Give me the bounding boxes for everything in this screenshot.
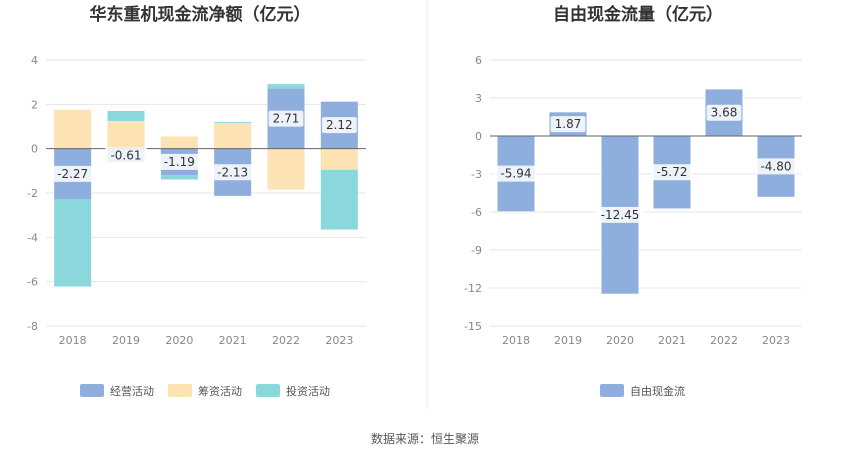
bar-financing (54, 109, 92, 149)
x-tick-label: 2023 (762, 334, 790, 347)
data-label: 3.68 (711, 106, 738, 120)
y-tick-label: 0 (31, 143, 38, 156)
data-label-bg (268, 110, 304, 127)
legend-swatch-investing (256, 384, 280, 397)
data-label: -5.94 (500, 167, 531, 181)
y-tick-label: -2 (27, 187, 38, 200)
y-tick-label: -12 (464, 282, 482, 295)
bar-investing (320, 169, 358, 230)
data-label: -2.27 (57, 167, 88, 181)
legend-label: 自由现金流 (630, 384, 685, 398)
bar-financing (160, 136, 198, 149)
y-tick-label: -8 (27, 320, 38, 333)
source-text: 数据来源：恒生聚源 (371, 431, 479, 446)
x-tick-label: 2021 (658, 334, 686, 347)
x-tick-label: 2023 (325, 334, 353, 347)
legend-swatch-financing (168, 384, 192, 397)
data-label: -2.13 (217, 165, 248, 179)
y-tick-label: -6 (27, 276, 38, 289)
chart-title: 自由现金流量（亿元） (553, 4, 723, 25)
y-tick-label: 0 (475, 130, 482, 143)
x-tick-label: 2021 (219, 334, 247, 347)
x-tick-label: 2020 (165, 334, 193, 347)
data-label-bg (651, 164, 693, 181)
data-label: -1.19 (164, 155, 195, 169)
data-label: -0.61 (110, 148, 141, 162)
y-tick-label: -9 (471, 244, 482, 257)
data-label: 2.12 (326, 118, 353, 132)
bar-financing (320, 148, 358, 170)
data-label-bg (211, 164, 254, 181)
legend-label: 筹资活动 (198, 384, 242, 398)
data-label: 2.71 (273, 112, 300, 126)
y-tick-label: -15 (464, 320, 482, 333)
y-tick-label: 6 (475, 54, 482, 67)
x-tick-label: 2022 (710, 334, 738, 347)
data-label: -5.72 (656, 165, 687, 179)
legend-label: 经营活动 (110, 384, 154, 398)
data-label-bg (755, 158, 797, 175)
legend-swatch-operating (80, 384, 104, 397)
y-tick-label: -6 (471, 206, 482, 219)
data-label-bg (550, 116, 586, 133)
chart-2: 自由现金流量（亿元） 6 3 0 -3 -6 -9 -12 -15 2018 2019 2020 202… (464, 4, 802, 398)
bar-investing (54, 198, 92, 287)
y-tick-label: -3 (471, 168, 482, 181)
x-tick-label: 2019 (112, 334, 140, 347)
data-label-bg (595, 206, 645, 223)
data-label-bg (51, 165, 94, 182)
bar-investing (267, 84, 305, 89)
x-tick-label: 2022 (272, 334, 300, 347)
x-tick-label: 2018 (59, 334, 87, 347)
chart-title: 华东重机现金流净额（亿元） (90, 4, 311, 25)
y-tick-label: 3 (475, 92, 482, 105)
data-label-bg (158, 153, 201, 170)
x-tick-label: 2019 (554, 334, 582, 347)
bar-financing (107, 120, 145, 149)
y-tick-label: 2 (31, 98, 38, 111)
legend-label: 投资活动 (286, 384, 330, 398)
y-tick-label: -4 (27, 231, 38, 244)
data-label: -12.45 (601, 208, 640, 222)
data-label-bg (321, 117, 357, 134)
chart-1: 华东重机现金流净额（亿元） 4 2 0 -2 -4 -6 -8 2018 2019 2020 2021… (27, 4, 366, 398)
bar-investing (107, 110, 145, 121)
data-label-bg (495, 165, 537, 182)
bar-investing (160, 175, 198, 180)
data-label: -4.80 (760, 159, 791, 173)
data-label-bg (706, 104, 742, 121)
data-label: 1.87 (555, 117, 582, 131)
x-tick-label: 2020 (606, 334, 634, 347)
x-tick-label: 2018 (502, 334, 530, 347)
bar-financing (214, 123, 252, 149)
bar-investing (214, 122, 252, 124)
data-label-bg (105, 147, 147, 164)
y-tick-label: 4 (31, 54, 38, 67)
legend-swatch-fcf (600, 384, 624, 397)
bar-financing (267, 148, 305, 190)
